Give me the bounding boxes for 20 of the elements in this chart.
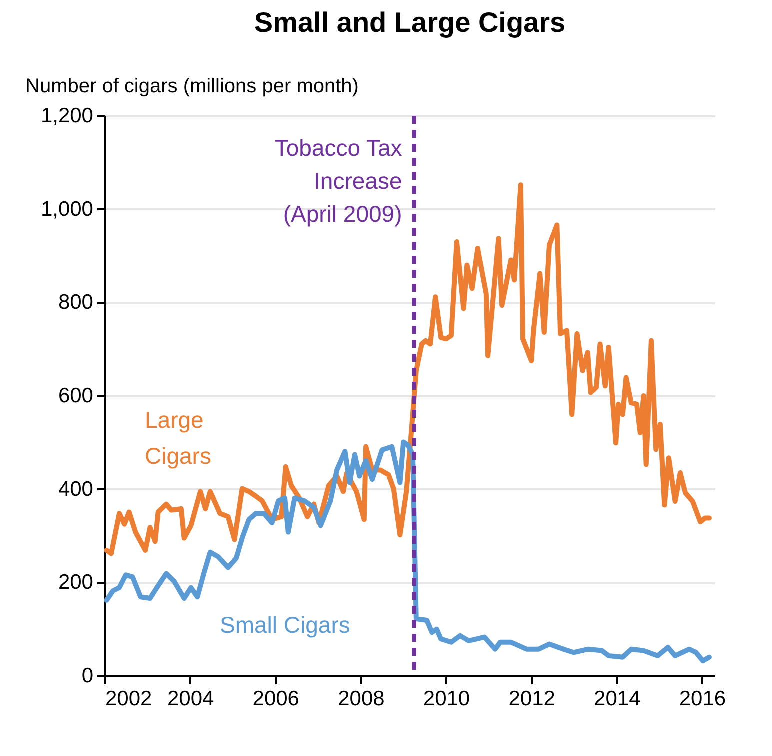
series-label: Small Cigars — [220, 612, 350, 638]
chart-title: Small and Large Cigars — [254, 7, 566, 38]
y-tick-label: 800 — [58, 291, 94, 314]
y-tick-label: 200 — [58, 571, 94, 594]
y-axis-title: Number of cigars (millions per month) — [26, 76, 359, 98]
ref-line-label: Tobacco Tax Increase (April 2009) — [274, 135, 403, 227]
x-tick-label: 2004 — [167, 688, 214, 710]
x-tick-label: 2008 — [338, 688, 385, 710]
y-tick-label: 600 — [58, 384, 94, 408]
x-tick-label: 2006 — [252, 688, 300, 710]
series-label: Large Cigars — [145, 407, 212, 469]
y-tick-label: 1,200 — [40, 104, 94, 128]
x-tick-label: 2016 — [679, 688, 726, 710]
y-tick-label: 1,000 — [40, 198, 94, 221]
x-tick-label: 2010 — [423, 688, 470, 710]
x-tick-label: 2012 — [508, 688, 556, 710]
y-tick-label: 0 — [82, 664, 94, 688]
x-tick-label: 2014 — [594, 688, 642, 710]
y-tick-label: 400 — [58, 478, 94, 501]
x-tick-label: 2002 — [106, 688, 152, 710]
